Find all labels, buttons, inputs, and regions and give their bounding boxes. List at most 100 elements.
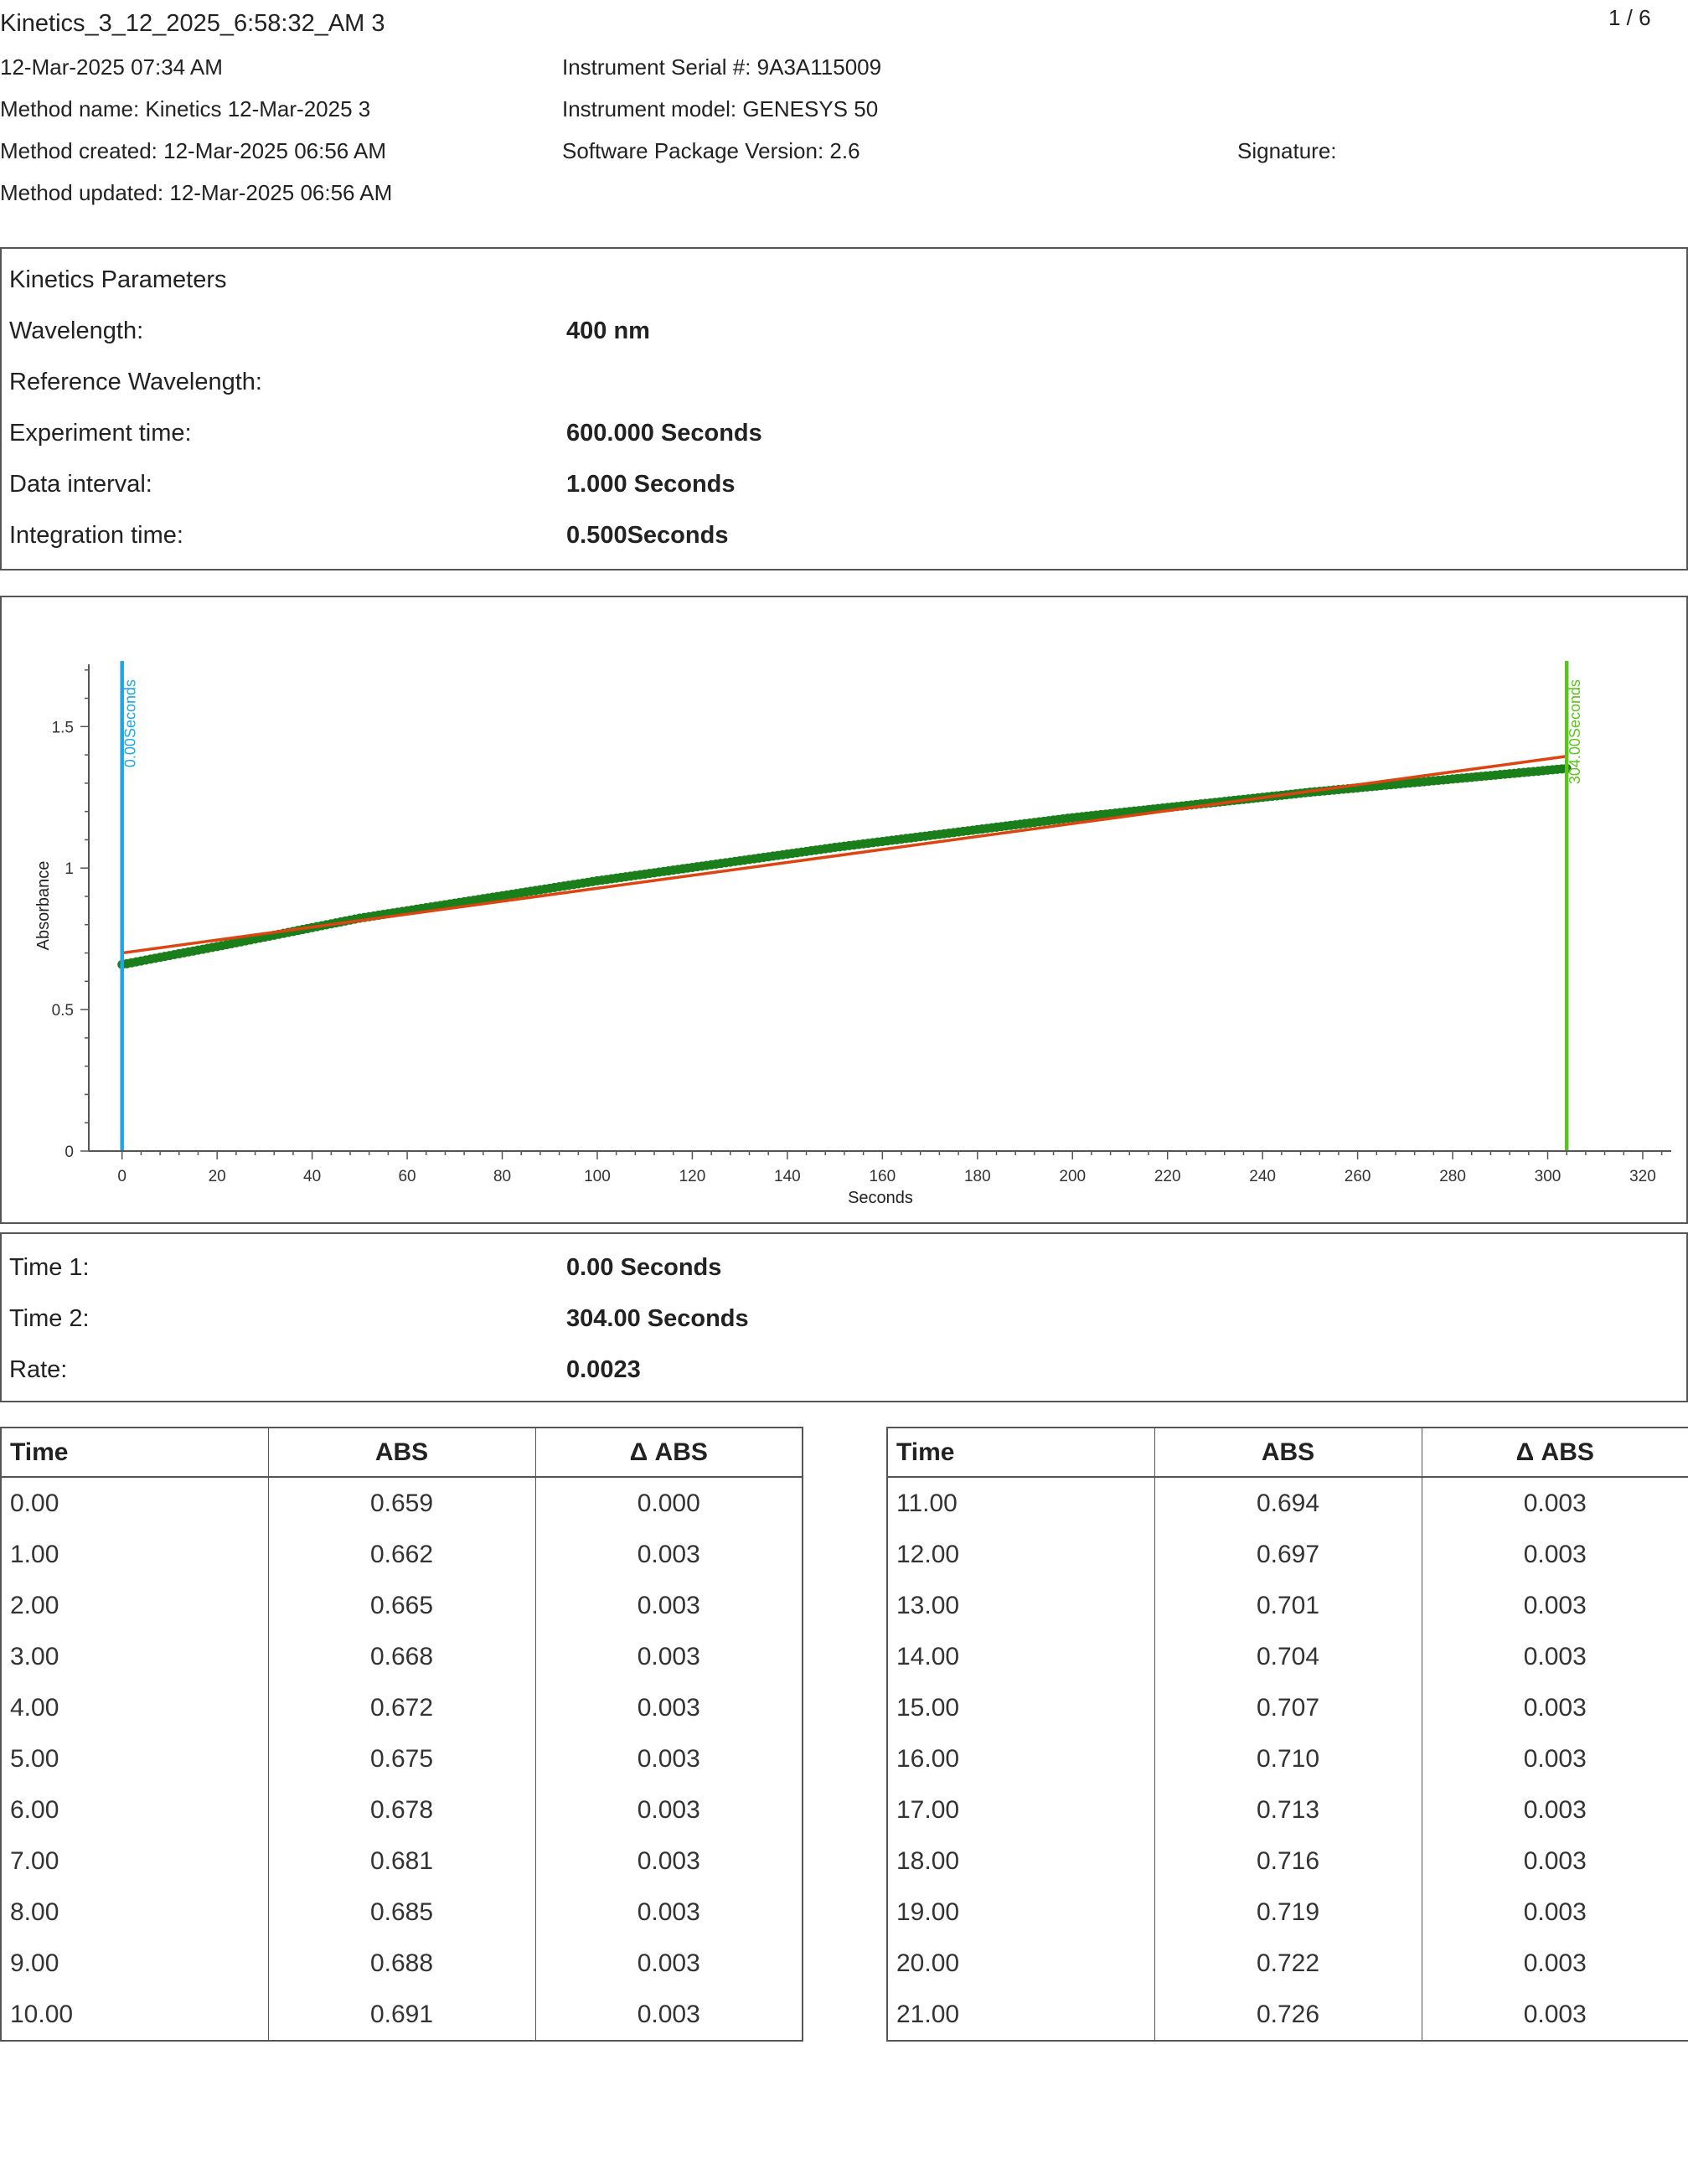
report-title: Kinetics_3_12_2025_6:58:32_AM 3: [0, 10, 385, 37]
cell-delta-abs: 0.003: [1421, 1631, 1688, 1682]
cell-time: 11.00: [886, 1477, 1155, 1529]
cell-abs: 0.704: [1154, 1631, 1422, 1682]
signature-label: Signature:: [1237, 138, 1337, 163]
cell-delta-abs: 0.003: [534, 1529, 803, 1580]
table-row: 17.00 0.713 0.003: [886, 1784, 1688, 1835]
cell-delta-abs: 0.003: [1421, 1784, 1688, 1835]
cell-abs: 0.675: [267, 1733, 536, 1784]
cell-delta-abs: 0.003: [534, 1887, 803, 1938]
x-tick-label: 240: [1249, 1168, 1276, 1185]
table-row: 6.00 0.678 0.003: [0, 1784, 803, 1835]
y-tick-label: 1.5: [52, 719, 74, 736]
x-tick-label: 300: [1535, 1168, 1562, 1185]
cell-time: 20.00: [886, 1938, 1155, 1989]
reference-wavelength-label: Reference Wavelength:: [9, 369, 262, 395]
y-axis-label: Absorbance: [34, 861, 53, 951]
x-tick-label: 140: [774, 1168, 801, 1185]
kinetics-chart-panel: 0.00Seconds 304.00Seconds 0 20 40 60 80 100 120…: [0, 596, 1688, 1224]
table-header-row: Time ABS Δ ABS: [886, 1427, 1688, 1478]
y-tick-label: 0: [65, 1144, 74, 1161]
x-tick-label: 180: [964, 1168, 991, 1185]
cell-delta-abs: 0.003: [1421, 1887, 1688, 1938]
cell-abs: 0.672: [267, 1682, 536, 1733]
x-axis-label: Seconds: [848, 1189, 913, 1207]
cell-time: 15.00: [886, 1682, 1155, 1733]
cell-abs: 0.691: [267, 1989, 536, 2041]
table-row: 8.00 0.685 0.003: [0, 1887, 803, 1938]
x-tick-label: 260: [1345, 1168, 1371, 1185]
table-row: 10.00 0.691 0.003: [0, 1989, 803, 2041]
cell-abs: 0.719: [1154, 1887, 1422, 1938]
wavelength-label: Wavelength:: [9, 318, 144, 344]
cell-delta-abs: 0.003: [534, 1989, 803, 2041]
cell-abs: 0.722: [1154, 1938, 1422, 1989]
cell-delta-abs: 0.003: [534, 1938, 803, 1989]
data-interval-value: 1.000 Seconds: [566, 471, 736, 498]
cell-delta-abs: 0.003: [534, 1835, 803, 1887]
cell-abs: 0.681: [267, 1835, 536, 1887]
cell-delta-abs: 0.003: [534, 1580, 803, 1631]
cell-time: 3.00: [0, 1631, 269, 1682]
x-tick-label: 100: [584, 1168, 611, 1185]
cell-time: 17.00: [886, 1784, 1155, 1835]
cell-delta-abs: 0.003: [1421, 1580, 1688, 1631]
time1-value: 0.00 Seconds: [566, 1254, 722, 1281]
kinetics-parameters-panel: Kinetics Parameters Wavelength: 400 nm R…: [0, 247, 1688, 571]
x-tick-label: 20: [209, 1168, 226, 1185]
cell-time: 21.00: [886, 1989, 1155, 2041]
data-interval-label: Data interval:: [9, 471, 152, 498]
wavelength-value: 400 nm: [566, 318, 650, 344]
kinetics-chart: 0.00Seconds 304.00Seconds 0 20 40 60 80 100 120…: [34, 661, 1671, 1207]
cell-abs: 0.685: [267, 1887, 536, 1938]
table-row: 11.00 0.694 0.003: [886, 1477, 1688, 1529]
cell-time: 7.00: [0, 1835, 269, 1887]
cell-delta-abs: 0.003: [534, 1682, 803, 1733]
table-row: 14.00 0.704 0.003: [886, 1631, 1688, 1682]
cell-time: 18.00: [886, 1835, 1155, 1887]
column-header-abs: ABS: [267, 1427, 536, 1478]
table-row: 18.00 0.716 0.003: [886, 1835, 1688, 1887]
experiment-time-value: 600.000 Seconds: [566, 420, 762, 447]
method-name: Method name: Kinetics 12-Mar-2025 3: [0, 96, 371, 121]
table-row: 4.00 0.672 0.003: [0, 1682, 803, 1733]
cell-delta-abs: 0.003: [1421, 1733, 1688, 1784]
time-marker-label: 304.00Seconds: [1567, 679, 1583, 784]
x-tick-label: 320: [1629, 1168, 1656, 1185]
cell-abs: 0.697: [1154, 1529, 1422, 1580]
cell-time: 14.00: [886, 1631, 1155, 1682]
time2-value: 304.00 Seconds: [566, 1305, 749, 1332]
cell-time: 1.00: [0, 1529, 269, 1580]
report-date: 12-Mar-2025 07:34 AM: [0, 54, 223, 80]
cell-time: 6.00: [0, 1784, 269, 1835]
x-tick-label: 200: [1059, 1168, 1086, 1185]
column-header-time: Time: [0, 1427, 269, 1478]
time1-label: Time 1:: [9, 1254, 90, 1281]
cell-time: 10.00: [0, 1989, 269, 2041]
column-header-delta-abs: Δ ABS: [534, 1427, 803, 1478]
kinetics-parameters-heading: Kinetics Parameters: [9, 266, 227, 293]
table-header-row: Time ABS Δ ABS: [0, 1427, 803, 1478]
cell-time: 16.00: [886, 1733, 1155, 1784]
cell-abs: 0.710: [1154, 1733, 1422, 1784]
x-tick-label: 160: [869, 1168, 896, 1185]
cell-time: 19.00: [886, 1887, 1155, 1938]
cell-delta-abs: 0.003: [1421, 1989, 1688, 2041]
integration-time-label: Integration time:: [9, 522, 183, 549]
x-tick-label: 0: [117, 1168, 126, 1185]
rate-results-panel: Time 1: 0.00 Seconds Time 2: 304.00 Seco…: [0, 1232, 1688, 1402]
table-row: 0.00 0.659 0.000: [0, 1477, 803, 1529]
table-row: 5.00 0.675 0.003: [0, 1733, 803, 1784]
table-row: 2.00 0.665 0.003: [0, 1580, 803, 1631]
instrument-model: Instrument model: GENESYS 50: [562, 96, 879, 121]
time2-label: Time 2:: [9, 1305, 90, 1332]
experiment-time-label: Experiment time:: [9, 420, 192, 447]
cell-time: 13.00: [886, 1580, 1155, 1631]
cell-delta-abs: 0.003: [534, 1784, 803, 1835]
x-tick-label: 220: [1154, 1168, 1181, 1185]
cell-time: 5.00: [0, 1733, 269, 1784]
x-tick-label: 60: [398, 1168, 416, 1185]
cell-abs: 0.713: [1154, 1784, 1422, 1835]
cell-delta-abs: 0.003: [1421, 1682, 1688, 1733]
cell-time: 8.00: [0, 1887, 269, 1938]
data-table-right: Time ABS Δ ABS 11.00 0.694 0.003 12.00 0.697…: [886, 1427, 1688, 2042]
